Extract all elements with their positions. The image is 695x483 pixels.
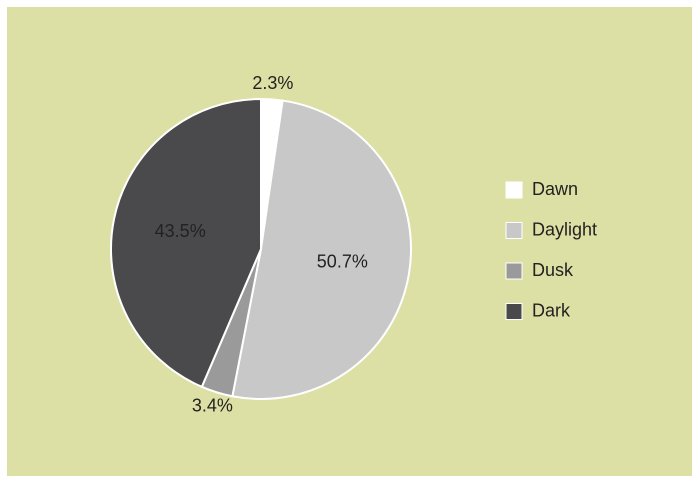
legend-swatch	[505, 303, 523, 320]
legend-swatch	[505, 181, 523, 199]
slice-label: 3.4%	[192, 395, 233, 415]
legend-label: Dark	[532, 300, 571, 320]
legend-swatch	[505, 222, 523, 239]
pie-slice	[110, 97, 262, 389]
legend-label: Dawn	[532, 179, 578, 199]
slice-label: 50.7%	[317, 252, 368, 272]
pie-slice	[231, 99, 412, 400]
legend-swatch	[505, 262, 523, 280]
slice-label: 43.5%	[155, 221, 206, 241]
legend-label: Dusk	[532, 260, 574, 280]
legend-label: Daylight	[532, 219, 597, 239]
slice-label: 2.3%	[252, 73, 293, 93]
